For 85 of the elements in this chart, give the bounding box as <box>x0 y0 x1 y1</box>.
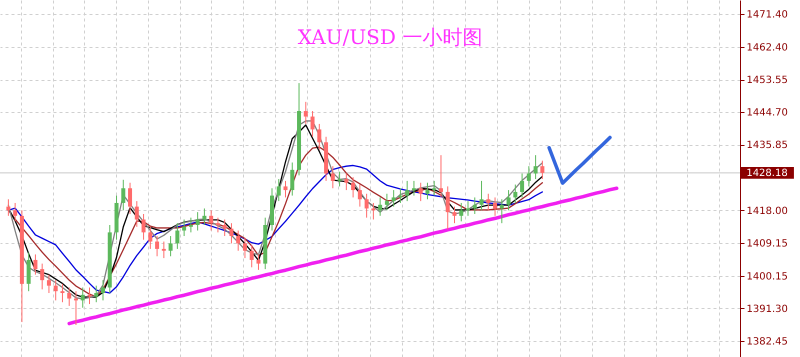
candlestick <box>222 218 227 237</box>
candlestick <box>384 193 389 211</box>
y-tick-label: 1444.70 <box>746 108 788 119</box>
candlestick <box>209 210 214 232</box>
text: XAU/USD 一小时图 <box>298 25 482 49</box>
candlestick <box>534 154 538 180</box>
candlestick <box>67 287 72 306</box>
candlestick <box>472 196 477 214</box>
candlestick <box>432 180 436 196</box>
candlestick <box>526 166 531 187</box>
candlestick <box>26 252 31 292</box>
candlestick <box>54 280 58 301</box>
candlestick <box>540 160 544 180</box>
candlestick <box>182 218 186 237</box>
y-tick-label: 1400.15 <box>746 271 788 282</box>
candlestick <box>202 208 206 226</box>
candlestick <box>425 182 430 200</box>
candlestick <box>236 230 240 252</box>
candlestick <box>188 217 193 233</box>
candlestick <box>459 202 464 222</box>
y-tick-label: 1382.45 <box>746 336 788 348</box>
candlestick <box>398 188 402 204</box>
candlestick <box>216 217 220 233</box>
y-tick-label: 1418.00 <box>746 206 788 217</box>
candlestick <box>13 202 18 222</box>
candlestick <box>486 193 490 211</box>
candlestick <box>6 198 10 216</box>
line-series <box>547 136 612 185</box>
candlestick <box>480 180 484 211</box>
candlestick <box>276 178 281 202</box>
line-series <box>67 186 618 326</box>
candlestick <box>148 226 152 250</box>
candlestick <box>229 222 234 244</box>
candlestick <box>418 182 423 202</box>
candlestick <box>330 166 335 189</box>
y-tick-label: 1435.85 <box>746 140 788 152</box>
candlestick <box>40 263 44 290</box>
candlestick <box>155 236 160 257</box>
candlestick <box>168 236 173 257</box>
candlestick <box>196 212 200 232</box>
candlestick <box>80 287 85 308</box>
candlestick <box>378 196 382 216</box>
candlestick <box>520 173 524 198</box>
candlestick <box>128 182 132 214</box>
candlestick <box>493 196 498 216</box>
y-tick-label: 1453.55 <box>746 75 788 86</box>
y-tick-label: 1462.40 <box>746 42 788 54</box>
candlestick <box>74 290 78 326</box>
candlestick <box>317 123 322 150</box>
y-tick-label: 1409.15 <box>746 238 788 250</box>
candlestick <box>101 280 106 301</box>
candlestick <box>250 244 254 268</box>
candlestick <box>46 274 51 294</box>
candlestick <box>351 176 356 198</box>
candlestick <box>405 180 410 202</box>
candlestick <box>310 110 315 138</box>
candlestick <box>33 254 38 276</box>
candlestick <box>134 200 139 228</box>
candlestick <box>446 186 450 230</box>
candlestick <box>142 213 146 240</box>
candlestick <box>284 180 288 198</box>
candlestick <box>364 193 369 218</box>
candlestick <box>304 101 308 124</box>
candlestick <box>513 184 518 204</box>
candlestick <box>371 202 376 220</box>
candlestick <box>338 171 342 187</box>
candlestick <box>500 198 504 224</box>
y-tick-label: 1391.30 <box>746 304 788 315</box>
y-tick-label: 1471.40 <box>746 9 788 20</box>
candlestick <box>344 173 348 191</box>
candlestick <box>452 206 456 224</box>
candlestick <box>242 237 247 259</box>
candlestick <box>256 254 260 270</box>
candlestick <box>466 200 470 216</box>
candlestick <box>290 162 294 196</box>
candlestick <box>358 184 362 208</box>
candlestick <box>175 222 180 250</box>
candlestick <box>392 190 396 208</box>
candlestick <box>438 154 443 198</box>
candlestick <box>506 190 511 211</box>
candlestick <box>60 283 64 303</box>
candlestick <box>121 179 126 211</box>
candlestick <box>94 285 98 303</box>
candlestick <box>412 180 416 196</box>
ref-line-label: 1428.18 <box>746 168 788 179</box>
